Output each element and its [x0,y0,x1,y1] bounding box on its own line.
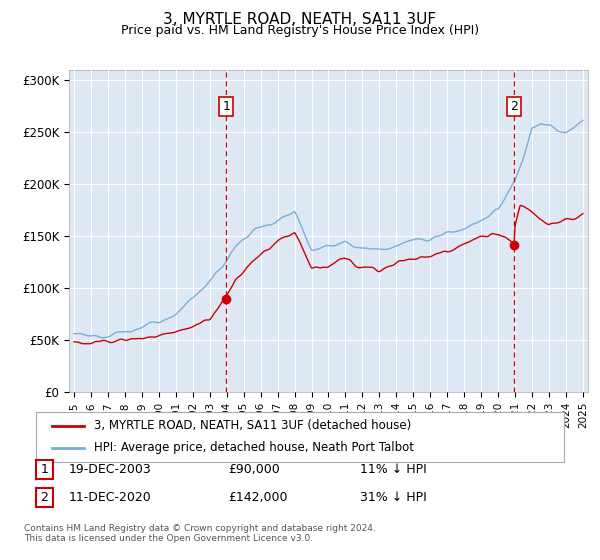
Text: 2: 2 [510,100,518,113]
Text: 3, MYRTLE ROAD, NEATH, SA11 3UF: 3, MYRTLE ROAD, NEATH, SA11 3UF [163,12,437,27]
Text: Contains HM Land Registry data © Crown copyright and database right 2024.: Contains HM Land Registry data © Crown c… [24,524,376,533]
Text: 31% ↓ HPI: 31% ↓ HPI [360,491,427,504]
Text: 2: 2 [40,491,49,504]
Text: HPI: Average price, detached house, Neath Port Talbot: HPI: Average price, detached house, Neat… [94,441,414,454]
Text: 1: 1 [222,100,230,113]
Text: 3, MYRTLE ROAD, NEATH, SA11 3UF (detached house): 3, MYRTLE ROAD, NEATH, SA11 3UF (detache… [94,419,412,432]
Text: Price paid vs. HM Land Registry's House Price Index (HPI): Price paid vs. HM Land Registry's House … [121,24,479,36]
Text: 11% ↓ HPI: 11% ↓ HPI [360,463,427,476]
Text: This data is licensed under the Open Government Licence v3.0.: This data is licensed under the Open Gov… [24,534,313,543]
Text: 19-DEC-2003: 19-DEC-2003 [69,463,152,476]
Text: 11-DEC-2020: 11-DEC-2020 [69,491,152,504]
Text: £142,000: £142,000 [228,491,287,504]
Text: 1: 1 [40,463,49,476]
Text: £90,000: £90,000 [228,463,280,476]
